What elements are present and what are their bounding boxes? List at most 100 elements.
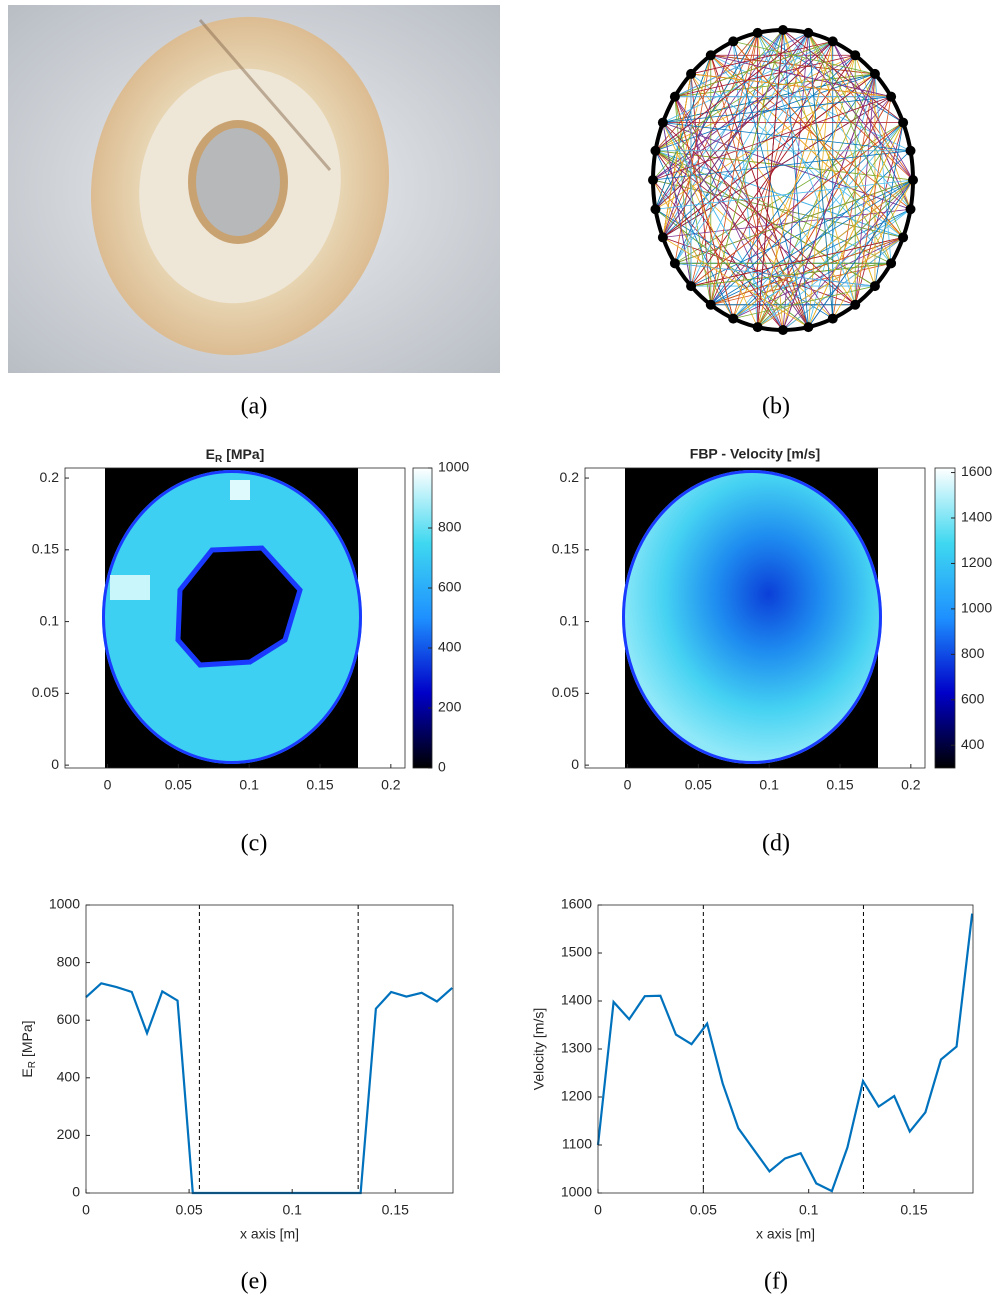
sensor <box>898 232 909 243</box>
ray <box>674 96 834 319</box>
caption: (e) <box>241 1269 268 1295</box>
ray <box>690 41 833 75</box>
colorbar-tick-label: 400 <box>961 736 985 752</box>
ray <box>662 122 784 331</box>
y-tick-label: 0.05 <box>32 684 59 700</box>
ray <box>655 55 712 210</box>
ray <box>690 122 904 287</box>
x-tick-label: 0.1 <box>799 1202 819 1218</box>
y-tick-label: 0.2 <box>560 469 580 485</box>
sensor <box>728 313 739 324</box>
ray <box>874 73 892 264</box>
label: Velocity [m/s] <box>531 1008 547 1090</box>
axes-box <box>64 467 406 769</box>
ray <box>655 73 876 152</box>
y-tick-label: 1000 <box>561 1184 592 1200</box>
ray <box>710 54 911 152</box>
photo <box>8 5 500 373</box>
ray <box>662 32 809 238</box>
y-tick-label: 1400 <box>561 992 592 1008</box>
ray <box>652 96 892 181</box>
ray <box>674 32 809 98</box>
label-part: E <box>19 1068 35 1077</box>
x-tick-label: 0.1 <box>239 777 259 793</box>
ray <box>674 262 875 287</box>
ray <box>690 73 856 305</box>
label-subscript: R <box>27 1061 38 1068</box>
ray <box>782 237 904 331</box>
x-tick-label: 0.15 <box>826 777 853 793</box>
y-tick-label: 0.05 <box>552 684 579 700</box>
ray <box>733 285 876 319</box>
y-tick-label: 600 <box>57 1011 81 1027</box>
ray <box>782 29 809 328</box>
ray <box>690 32 759 287</box>
x-tick-label: 0.15 <box>382 1202 409 1218</box>
ray <box>652 29 784 181</box>
y-tick-label: 0.1 <box>40 612 60 628</box>
x-tick-label: 0.15 <box>306 777 333 793</box>
ray-diagram <box>648 25 918 335</box>
ray <box>757 122 904 328</box>
y-tick-label: 0.1 <box>560 612 580 628</box>
y-tick-label: 0.2 <box>40 469 60 485</box>
ray <box>733 41 876 75</box>
ray <box>757 41 834 328</box>
ray <box>710 54 904 238</box>
y-tick-label: 800 <box>57 953 81 969</box>
ray <box>732 122 904 319</box>
y-tick-label: 1200 <box>561 1088 592 1104</box>
ray <box>874 122 904 287</box>
y-tick-label: 200 <box>57 1126 81 1142</box>
ray <box>690 73 809 328</box>
ray <box>674 41 833 98</box>
ray <box>782 55 856 331</box>
ray <box>662 73 692 238</box>
ray <box>757 32 911 210</box>
axes-box <box>597 904 974 1194</box>
ray <box>690 73 904 238</box>
ray <box>655 32 758 151</box>
colorbar-tick-label: 800 <box>438 519 462 535</box>
label: ER[MPa] <box>206 446 265 465</box>
colorbar-tick-label: 1600 <box>961 463 992 479</box>
ray <box>655 150 892 264</box>
ray <box>691 73 892 98</box>
ray <box>691 262 892 287</box>
x-axis-label: x axis [m] <box>240 1226 299 1242</box>
sensor <box>705 50 716 61</box>
colorbar-tick-label: 200 <box>438 699 462 715</box>
ray <box>662 32 759 238</box>
x-tick-label: 0 <box>82 1202 90 1218</box>
caption: (d) <box>762 831 790 857</box>
x-tick-label: 0.05 <box>690 1202 717 1218</box>
ray <box>662 54 856 238</box>
data-line <box>85 982 453 1195</box>
sensor <box>686 68 697 79</box>
ray <box>662 55 712 238</box>
ray <box>710 55 784 331</box>
ray <box>807 73 876 328</box>
colorbar-tick-label: 0 <box>438 759 446 775</box>
ray <box>732 41 809 328</box>
caption: (f) <box>764 1269 788 1295</box>
colorbar-tick-label: 400 <box>438 639 462 655</box>
x-tick-label: 0.15 <box>900 1202 927 1218</box>
ray <box>832 41 914 181</box>
y-tick-label: 1500 <box>561 944 592 960</box>
ray <box>655 29 784 210</box>
sensor <box>850 50 861 61</box>
sensor <box>898 117 909 128</box>
ray <box>782 29 876 287</box>
ray <box>710 29 784 305</box>
data-line <box>596 913 974 1193</box>
ray <box>757 237 904 328</box>
ray <box>757 32 904 123</box>
x-tick-label: 0 <box>624 777 632 793</box>
ray <box>662 122 759 328</box>
x-tick-label: 0 <box>594 1202 602 1218</box>
sensor <box>908 175 918 185</box>
ray <box>655 150 734 319</box>
x-tick-label: 0.05 <box>685 777 712 793</box>
sensor <box>850 299 861 310</box>
